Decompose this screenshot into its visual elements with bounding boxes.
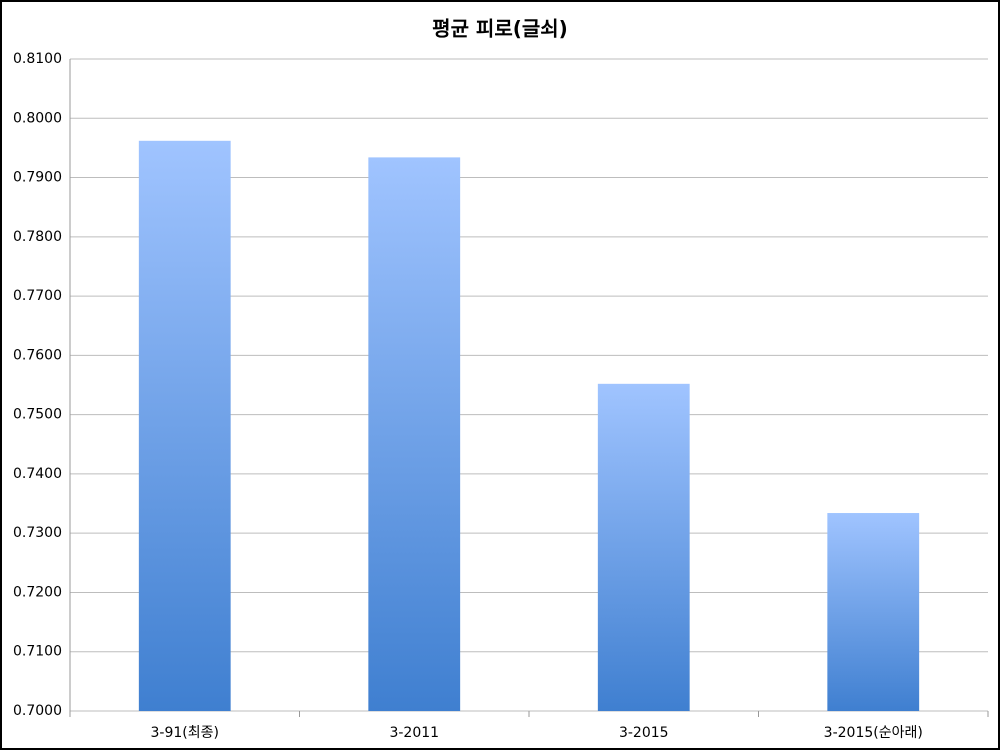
y-tick-label: 0.8000 — [13, 110, 62, 126]
bar — [368, 157, 461, 712]
x-tick-label: 3-2011 — [389, 725, 439, 741]
bar — [597, 383, 690, 711]
x-tick-label: 3-91(최종) — [151, 725, 219, 741]
y-tick-label: 0.7600 — [13, 347, 62, 363]
y-tick-label: 0.7700 — [13, 288, 62, 304]
y-tick-label: 0.7800 — [13, 229, 62, 245]
y-tick-label: 0.7300 — [13, 525, 62, 541]
x-tick-label: 3-2015(순아래) — [824, 725, 923, 741]
y-tick-label: 0.7900 — [13, 170, 62, 186]
y-tick-label: 0.7200 — [13, 584, 62, 600]
y-tick-label: 0.7500 — [13, 407, 62, 423]
y-tick-label: 0.7000 — [13, 703, 62, 719]
bar — [827, 513, 920, 711]
y-tick-label: 0.8100 — [13, 51, 62, 67]
x-tick-label: 3-2015 — [619, 725, 669, 741]
y-tick-label: 0.7400 — [13, 466, 62, 482]
bar — [138, 140, 231, 711]
chart-title: 평균 피로(글쇠) — [432, 17, 568, 41]
y-tick-label: 0.7100 — [13, 644, 62, 660]
